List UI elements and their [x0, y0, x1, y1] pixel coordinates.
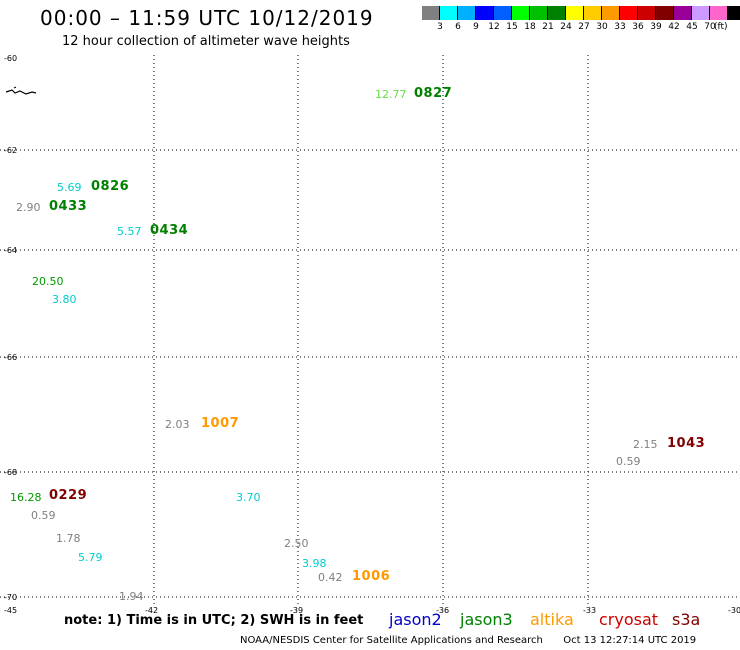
- colorbar-swatch: [602, 6, 620, 20]
- colorbar-label: 15: [506, 22, 518, 32]
- colorbar-swatch: [530, 6, 548, 20]
- colorbar-label: 6: [455, 22, 461, 32]
- colorbar-swatch: [548, 6, 566, 20]
- colorbar-label: 21: [542, 22, 554, 32]
- latitude-tick-label: -60: [4, 54, 17, 63]
- colorbar-label: 3: [437, 22, 443, 32]
- wave-height-label: 16.28: [10, 491, 42, 504]
- wave-height-label: 3.98: [302, 557, 327, 570]
- wave-height-label: 0.42: [318, 571, 343, 584]
- pass-time-label: 0826: [91, 179, 130, 194]
- colorbar-swatch: [458, 6, 476, 20]
- colorbar-swatch: [422, 6, 440, 20]
- pass-time-label: 0827: [414, 86, 453, 101]
- latitude-tick-label: -66: [4, 353, 17, 362]
- credit-text: NOAA/NESDIS Center for Satellite Applica…: [240, 635, 543, 646]
- pass-time-label: 1006: [352, 569, 391, 584]
- page-subtitle: 12 hour collection of altimeter wave hei…: [62, 34, 350, 49]
- coastline-fragment: [13, 86, 17, 89]
- colorbar: [422, 6, 740, 20]
- wave-height-label: 0.59: [616, 455, 641, 468]
- longitude-tick-label: -36: [436, 606, 449, 615]
- wave-height-label: 3.80: [52, 293, 77, 306]
- wave-height-label: 3.70: [236, 491, 261, 504]
- colorbar-label: 36: [632, 22, 644, 32]
- colorbar-swatch: [494, 6, 512, 20]
- colorbar-label: 33: [614, 22, 626, 32]
- pass-time-label: 1007: [201, 416, 240, 431]
- colorbar-swatch: [710, 6, 728, 20]
- pass-time-label: 0229: [49, 488, 88, 503]
- colorbar-swatch: [656, 6, 674, 20]
- colorbar-swatch: [584, 6, 602, 20]
- colorbar-label: 39: [650, 22, 662, 32]
- wave-height-label: 1.78: [56, 532, 81, 545]
- wave-height-label: 20.50: [32, 275, 64, 288]
- satellite-legend-item: cryosat: [599, 610, 659, 629]
- coastline-fragment: [5, 89, 37, 95]
- colorbar-swatch: [692, 6, 710, 20]
- wave-height-label: 0.59: [31, 509, 56, 522]
- colorbar-label: 12: [488, 22, 500, 32]
- satellite-legend-item: s3a: [672, 610, 701, 629]
- colorbar-swatch: [440, 6, 458, 20]
- satellite-legend-item: jason2: [389, 610, 442, 629]
- colorbar-label: 24: [560, 22, 572, 32]
- wave-height-label: 2.90: [16, 201, 41, 214]
- colorbar-swatch: [476, 6, 494, 20]
- wave-height-label: 5.57: [117, 225, 142, 238]
- colorbar-swatch: [512, 6, 530, 20]
- wave-height-label: 5.79: [78, 551, 103, 564]
- colorbar-swatch: [638, 6, 656, 20]
- colorbar-label: 27: [578, 22, 590, 32]
- longitude-tick-label: -33: [583, 606, 596, 615]
- longitude-tick-label: -30: [728, 606, 740, 615]
- colorbar-label: 45: [686, 22, 698, 32]
- latitude-tick-label: -62: [4, 146, 17, 155]
- colorbar-swatch: [620, 6, 638, 20]
- satellite-legend-item: altika: [530, 610, 574, 629]
- colorbar-label: 30: [596, 22, 608, 32]
- satellite-legend-item: jason3: [460, 610, 513, 629]
- latitude-tick-label: -68: [4, 468, 17, 477]
- wave-height-label: 1.94: [119, 590, 144, 603]
- latitude-tick-label: -64: [4, 246, 17, 255]
- colorbar-swatch: [674, 6, 692, 20]
- wave-height-label: 2.03: [165, 418, 190, 431]
- wave-height-label: 12.77: [375, 88, 407, 101]
- wave-height-label: 2.50: [284, 537, 309, 550]
- colorbar-swatch: [566, 6, 584, 20]
- footer-note: note: 1) Time is in UTC; 2) SWH is in fe…: [64, 613, 364, 628]
- pass-time-label: 0434: [150, 223, 189, 238]
- colorbar-unit: (ft): [714, 22, 728, 32]
- colorbar-label: 70: [704, 22, 716, 32]
- latitude-tick-label: -70: [4, 593, 17, 602]
- generation-timestamp: Oct 13 12:27:14 UTC 2019: [563, 635, 697, 646]
- longitude-tick-label: -42: [145, 606, 158, 615]
- pass-time-label: 1043: [667, 436, 706, 451]
- wave-height-label: 5.69: [57, 181, 82, 194]
- credit-line: NOAA/NESDIS Center for Satellite Applica…: [240, 635, 696, 646]
- pass-time-label: 0433: [49, 199, 88, 214]
- colorbar-swatch: [728, 6, 740, 20]
- wave-height-label: 2.15: [633, 438, 658, 451]
- colorbar-label: 42: [668, 22, 680, 32]
- longitude-tick-label: -39: [290, 606, 303, 615]
- longitude-tick-label: -45: [4, 606, 17, 615]
- page-title: 00:00 – 11:59 UTC 10/12/2019: [40, 6, 374, 30]
- colorbar-label: 18: [524, 22, 536, 32]
- colorbar-label: 9: [473, 22, 479, 32]
